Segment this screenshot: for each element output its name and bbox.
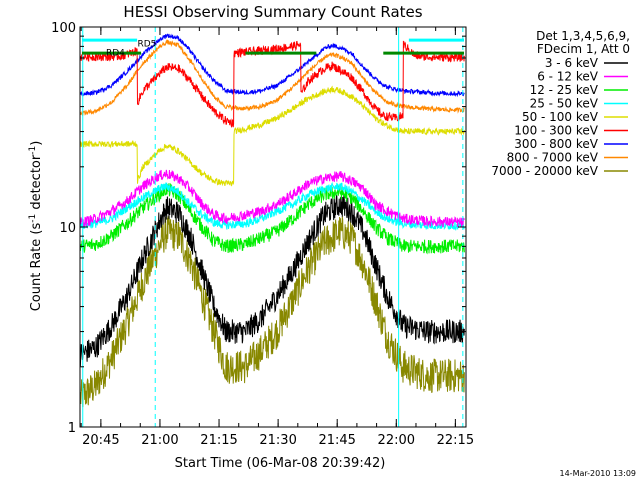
data-layer: [80, 33, 465, 408]
legend-label: 3 - 6 keV: [545, 56, 599, 70]
x-tick-label: 22:00: [378, 433, 415, 448]
y-label-main: Count Rate (s: [29, 223, 44, 312]
y-label-sup2: -1: [28, 146, 38, 155]
x-tick-label: 21:15: [200, 433, 237, 448]
y-tick-label: 10: [59, 221, 76, 236]
legend-label: 300 - 800 keV: [514, 137, 598, 151]
legend-label: 6 - 12 keV: [537, 70, 599, 84]
x-tick-label: 21:00: [141, 433, 178, 448]
x-tick-label: 20:45: [82, 433, 119, 448]
y-axis-label: Count Rate (s-1 detector-1): [28, 141, 44, 312]
legend-label: 12 - 25 keV: [530, 83, 599, 97]
legend-header-line-2: FDecim 1, Att 0: [537, 42, 630, 56]
series-line: [80, 215, 465, 408]
series-line: [80, 85, 465, 187]
y-label-mid: detector: [29, 154, 44, 214]
legend: Det 1,3,4,5,6,9, FDecim 1, Att 0 3 - 6 k…: [491, 29, 630, 178]
x-tick-label: 21:45: [318, 433, 355, 448]
x-axis-label: Start Time (06-Mar-08 20:39:42): [175, 456, 386, 471]
series-line: [80, 169, 465, 228]
y-label-sup1: -1: [28, 214, 38, 223]
x-tick-label: 21:30: [259, 433, 296, 448]
legend-label: 25 - 50 keV: [530, 97, 599, 111]
series-line: [80, 181, 465, 232]
axis-layer: 20:45 21:00 21:15 21:30 21:45 22:00 22:15 1 10 10…: [51, 21, 474, 448]
legend-label: 800 - 7000 keV: [507, 151, 599, 165]
legend-label: 7000 - 20000 keV: [491, 164, 598, 178]
legend-label: 100 - 300 keV: [514, 124, 598, 138]
legend-label: 50 - 100 keV: [522, 110, 599, 124]
x-tick-label: 22:15: [437, 433, 474, 448]
y-label-end: ): [29, 141, 44, 146]
y-tick-label: 1: [68, 421, 76, 436]
series-line: [80, 39, 465, 116]
chart-title: HESSI Observing Summary Count Rates: [123, 3, 422, 21]
series-line: [80, 193, 465, 367]
timestamp: 14-Mar-2010 13:09: [560, 469, 637, 478]
annotation-label: RD4: [106, 49, 125, 59]
legend-header-line-1: Det 1,3,4,5,6,9,: [536, 29, 630, 43]
series-line: [80, 182, 465, 255]
annotation-label: RD5: [137, 39, 156, 49]
series-line: [80, 33, 465, 98]
y-tick-label: 100: [51, 21, 76, 36]
